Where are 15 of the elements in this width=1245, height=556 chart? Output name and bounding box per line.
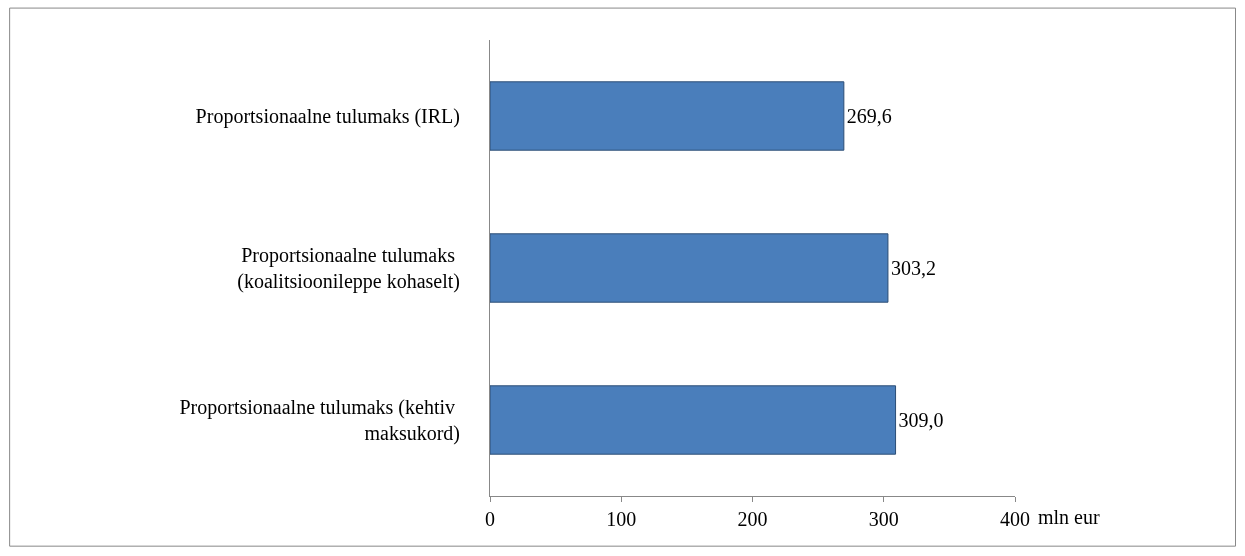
data-label: 303,2 <box>890 257 936 279</box>
x-tick-label: 300 <box>868 508 899 530</box>
x-tick-label: 400 <box>1000 508 1030 530</box>
bar <box>490 81 845 151</box>
y-tick-label: Proportsionaalne tulumaks (IRL) <box>195 105 460 128</box>
data-label: 309,0 <box>898 409 944 431</box>
x-tick-label: 100 <box>606 508 637 530</box>
y-tick-label: Proportsionaalne tulumaks (koalitsioonileppe kohaselt) <box>237 244 460 293</box>
bar <box>490 385 897 455</box>
y-tick-label: Proportsionaalne tulumaks (kehtiv maksukord) <box>179 396 460 445</box>
x-tick-label: 200 <box>737 508 768 530</box>
bar <box>490 233 889 303</box>
data-label: 269,6 <box>846 105 892 127</box>
x-tick-label: 0 <box>485 508 495 530</box>
x-axis-title: mln eur <box>1038 506 1100 528</box>
